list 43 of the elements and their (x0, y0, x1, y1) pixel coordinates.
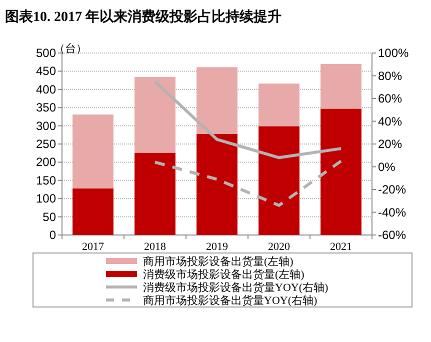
y-tick-label: 0 (49, 228, 56, 242)
y2-tick-label: -20% (378, 182, 406, 196)
y-tick-label: 300 (36, 118, 56, 133)
bar (196, 67, 238, 134)
y2-tick-label: 20% (378, 137, 402, 151)
bar (258, 126, 300, 235)
legend-label: 商用市场投影设备出货量(左轴) (143, 255, 294, 268)
y-axis-title: （台） (54, 42, 87, 55)
y-tick-label: 150 (36, 173, 56, 188)
x-tick-label: 2020 (268, 241, 290, 253)
y-tick-label: 50 (42, 210, 56, 224)
bar (72, 188, 114, 235)
y-tick-label: 100 (36, 192, 56, 206)
x-tick-label: 2018 (144, 241, 166, 253)
y2-tick-label: 0% (378, 160, 396, 174)
y-tick-label: 500 (36, 46, 56, 60)
y2-tick-label: 100% (378, 46, 410, 60)
y2-tick-label: 80% (378, 68, 402, 83)
y2-tick-label: 60% (378, 92, 402, 106)
legend-label: 消费级市场投影设备出货量YOY(右轴) (143, 281, 328, 294)
bar (72, 114, 114, 188)
y2-tick-label: 40% (378, 114, 402, 128)
legend-label: 商用市场投影设备出货量YOY(右轴) (143, 294, 318, 307)
y2-tick-label: -40% (378, 205, 406, 220)
y-tick-label: 250 (36, 137, 56, 151)
legend-label: 消费级市场投影设备出货量(左轴) (143, 268, 305, 281)
bar (320, 64, 362, 109)
bar (134, 152, 176, 235)
line-series (154, 80, 342, 160)
x-tick-label: 2017 (82, 241, 104, 253)
y-tick-label: 200 (36, 155, 56, 170)
bar (320, 108, 362, 235)
bar (134, 77, 176, 153)
line-series (154, 160, 342, 207)
chart-title: 图表10. 2017 年以来消费级投影占比持续提升 (5, 8, 282, 25)
y2-tick-label: -60% (378, 228, 406, 242)
x-tick-label: 2021 (330, 241, 352, 253)
y-tick-label: 450 (36, 64, 56, 78)
bar (196, 134, 238, 235)
y-tick-label: 350 (36, 100, 56, 115)
bar (258, 84, 300, 126)
y-tick-label: 400 (36, 82, 56, 96)
x-tick-label: 2019 (206, 241, 228, 253)
